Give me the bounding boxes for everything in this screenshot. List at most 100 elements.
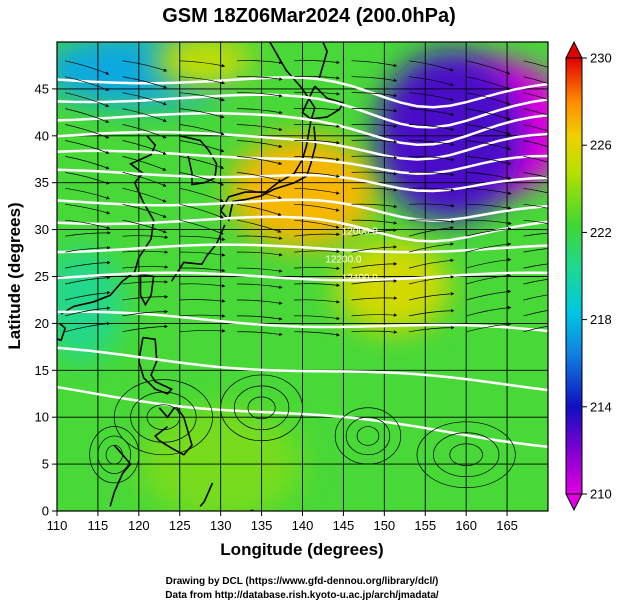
wind-streamline — [523, 108, 548, 116]
wind-streamline — [294, 232, 340, 237]
coastline-segment — [154, 404, 193, 456]
wind-streamline — [351, 228, 397, 237]
wind-streamline — [523, 219, 548, 224]
wind-streamline — [65, 140, 110, 154]
wind-streamline — [65, 291, 111, 301]
wind-streamline — [351, 123, 398, 128]
wind-streamline — [408, 226, 454, 237]
coastline-segment — [109, 444, 132, 507]
wind-streamline — [466, 242, 512, 253]
wind-streamline — [351, 296, 398, 301]
wind-streamline — [65, 231, 111, 237]
wind-streamline — [179, 187, 224, 203]
wind-streamline — [523, 294, 548, 301]
wind-streamline — [408, 242, 454, 253]
wind-streamline — [351, 108, 398, 113]
wind-streamline — [408, 156, 455, 162]
coastline-segment — [199, 482, 214, 507]
wind-eddy — [345, 416, 391, 456]
x-tick-label: 115 — [88, 518, 109, 533]
y-tick-label: 35 — [35, 175, 49, 190]
x-tick-label: 165 — [496, 518, 518, 533]
wind-eddy — [146, 404, 181, 431]
wind-streamline — [179, 219, 224, 235]
wind-streamline — [466, 140, 512, 151]
wind-streamline — [236, 235, 283, 240]
wind-streamline — [408, 108, 455, 116]
wind-streamline — [351, 313, 398, 317]
wind-streamline — [408, 92, 455, 102]
wind-streamline — [122, 140, 167, 155]
wind-streamline — [466, 203, 512, 210]
wind-eddy — [105, 444, 123, 465]
contour-label: 12000.0 — [342, 226, 379, 237]
wind-streamline — [466, 108, 511, 121]
wind-streamline — [408, 292, 455, 301]
wind-streamline — [122, 235, 169, 239]
wind-streamline — [122, 187, 167, 203]
colorbar: 210 214 218 222 226 230 — [565, 40, 612, 512]
wind-eddy — [247, 396, 276, 420]
colorbar-tick-label: 222 — [590, 225, 612, 240]
y-tick-label: 30 — [35, 222, 49, 237]
wind-streamline — [122, 124, 167, 139]
wind-streamline — [523, 60, 548, 68]
wind-streamline — [236, 60, 283, 65]
wind-streamline — [466, 172, 512, 180]
colorbar-fill — [565, 57, 583, 495]
wind-eddy — [97, 435, 132, 474]
coastline-segment — [301, 85, 345, 120]
wind-streamline — [294, 172, 340, 178]
x-tick-label: 155 — [414, 518, 436, 533]
wind-streamline — [294, 60, 340, 65]
wind-streamline — [179, 267, 226, 273]
coastline-segment — [170, 224, 226, 282]
wind-streamline — [179, 124, 225, 136]
wind-streamline — [122, 172, 167, 187]
wind-streamline — [179, 314, 226, 318]
wind-streamline — [408, 124, 455, 131]
wind-streamline — [122, 295, 169, 301]
wind-streamline — [236, 124, 283, 132]
wind-streamline — [179, 172, 225, 186]
wind-streamline — [351, 219, 398, 225]
wind-streamline — [408, 308, 455, 317]
height-contour — [57, 198, 548, 222]
x-tick-label: 120 — [128, 518, 150, 533]
wind-streamline — [179, 92, 225, 102]
wind-streamline — [523, 278, 548, 285]
wind-streamline — [65, 245, 111, 253]
wind-streamline — [351, 60, 398, 68]
coastline-segment — [137, 336, 173, 395]
wind-streamline — [523, 156, 548, 163]
temperature-feature — [335, 238, 450, 333]
height-contour — [57, 346, 548, 392]
y-tick-label: 40 — [35, 128, 49, 143]
colorbar-tick-label: 214 — [590, 399, 612, 414]
wind-streamline — [294, 315, 340, 321]
wind-streamline — [294, 140, 340, 145]
wind-streamline — [236, 331, 283, 337]
wind-streamline — [523, 232, 548, 237]
wind-streamline — [351, 155, 398, 160]
x-tick-label: 150 — [373, 518, 395, 533]
wind-streamline — [351, 279, 398, 285]
y-tick-label: 10 — [35, 410, 49, 425]
wind-streamline — [408, 325, 455, 333]
coastline-segment — [57, 322, 67, 342]
wind-streamline — [179, 203, 224, 219]
wind-eddy — [334, 407, 402, 465]
wind-streamline — [179, 283, 226, 288]
wind-streamline — [179, 299, 226, 303]
wind-streamline — [523, 263, 548, 269]
wind-streamline — [351, 245, 398, 253]
wind-streamline — [408, 203, 455, 208]
wind-streamline — [65, 187, 110, 200]
wind-streamline — [122, 60, 168, 72]
height-contour — [57, 168, 548, 193]
chart-title: GSM 18Z06Mar2024 (200.0hPa) — [162, 5, 456, 27]
wind-streamline — [236, 156, 283, 165]
wind-streamline — [122, 92, 167, 106]
wind-streamline — [294, 299, 340, 304]
wind-streamline — [236, 108, 283, 115]
